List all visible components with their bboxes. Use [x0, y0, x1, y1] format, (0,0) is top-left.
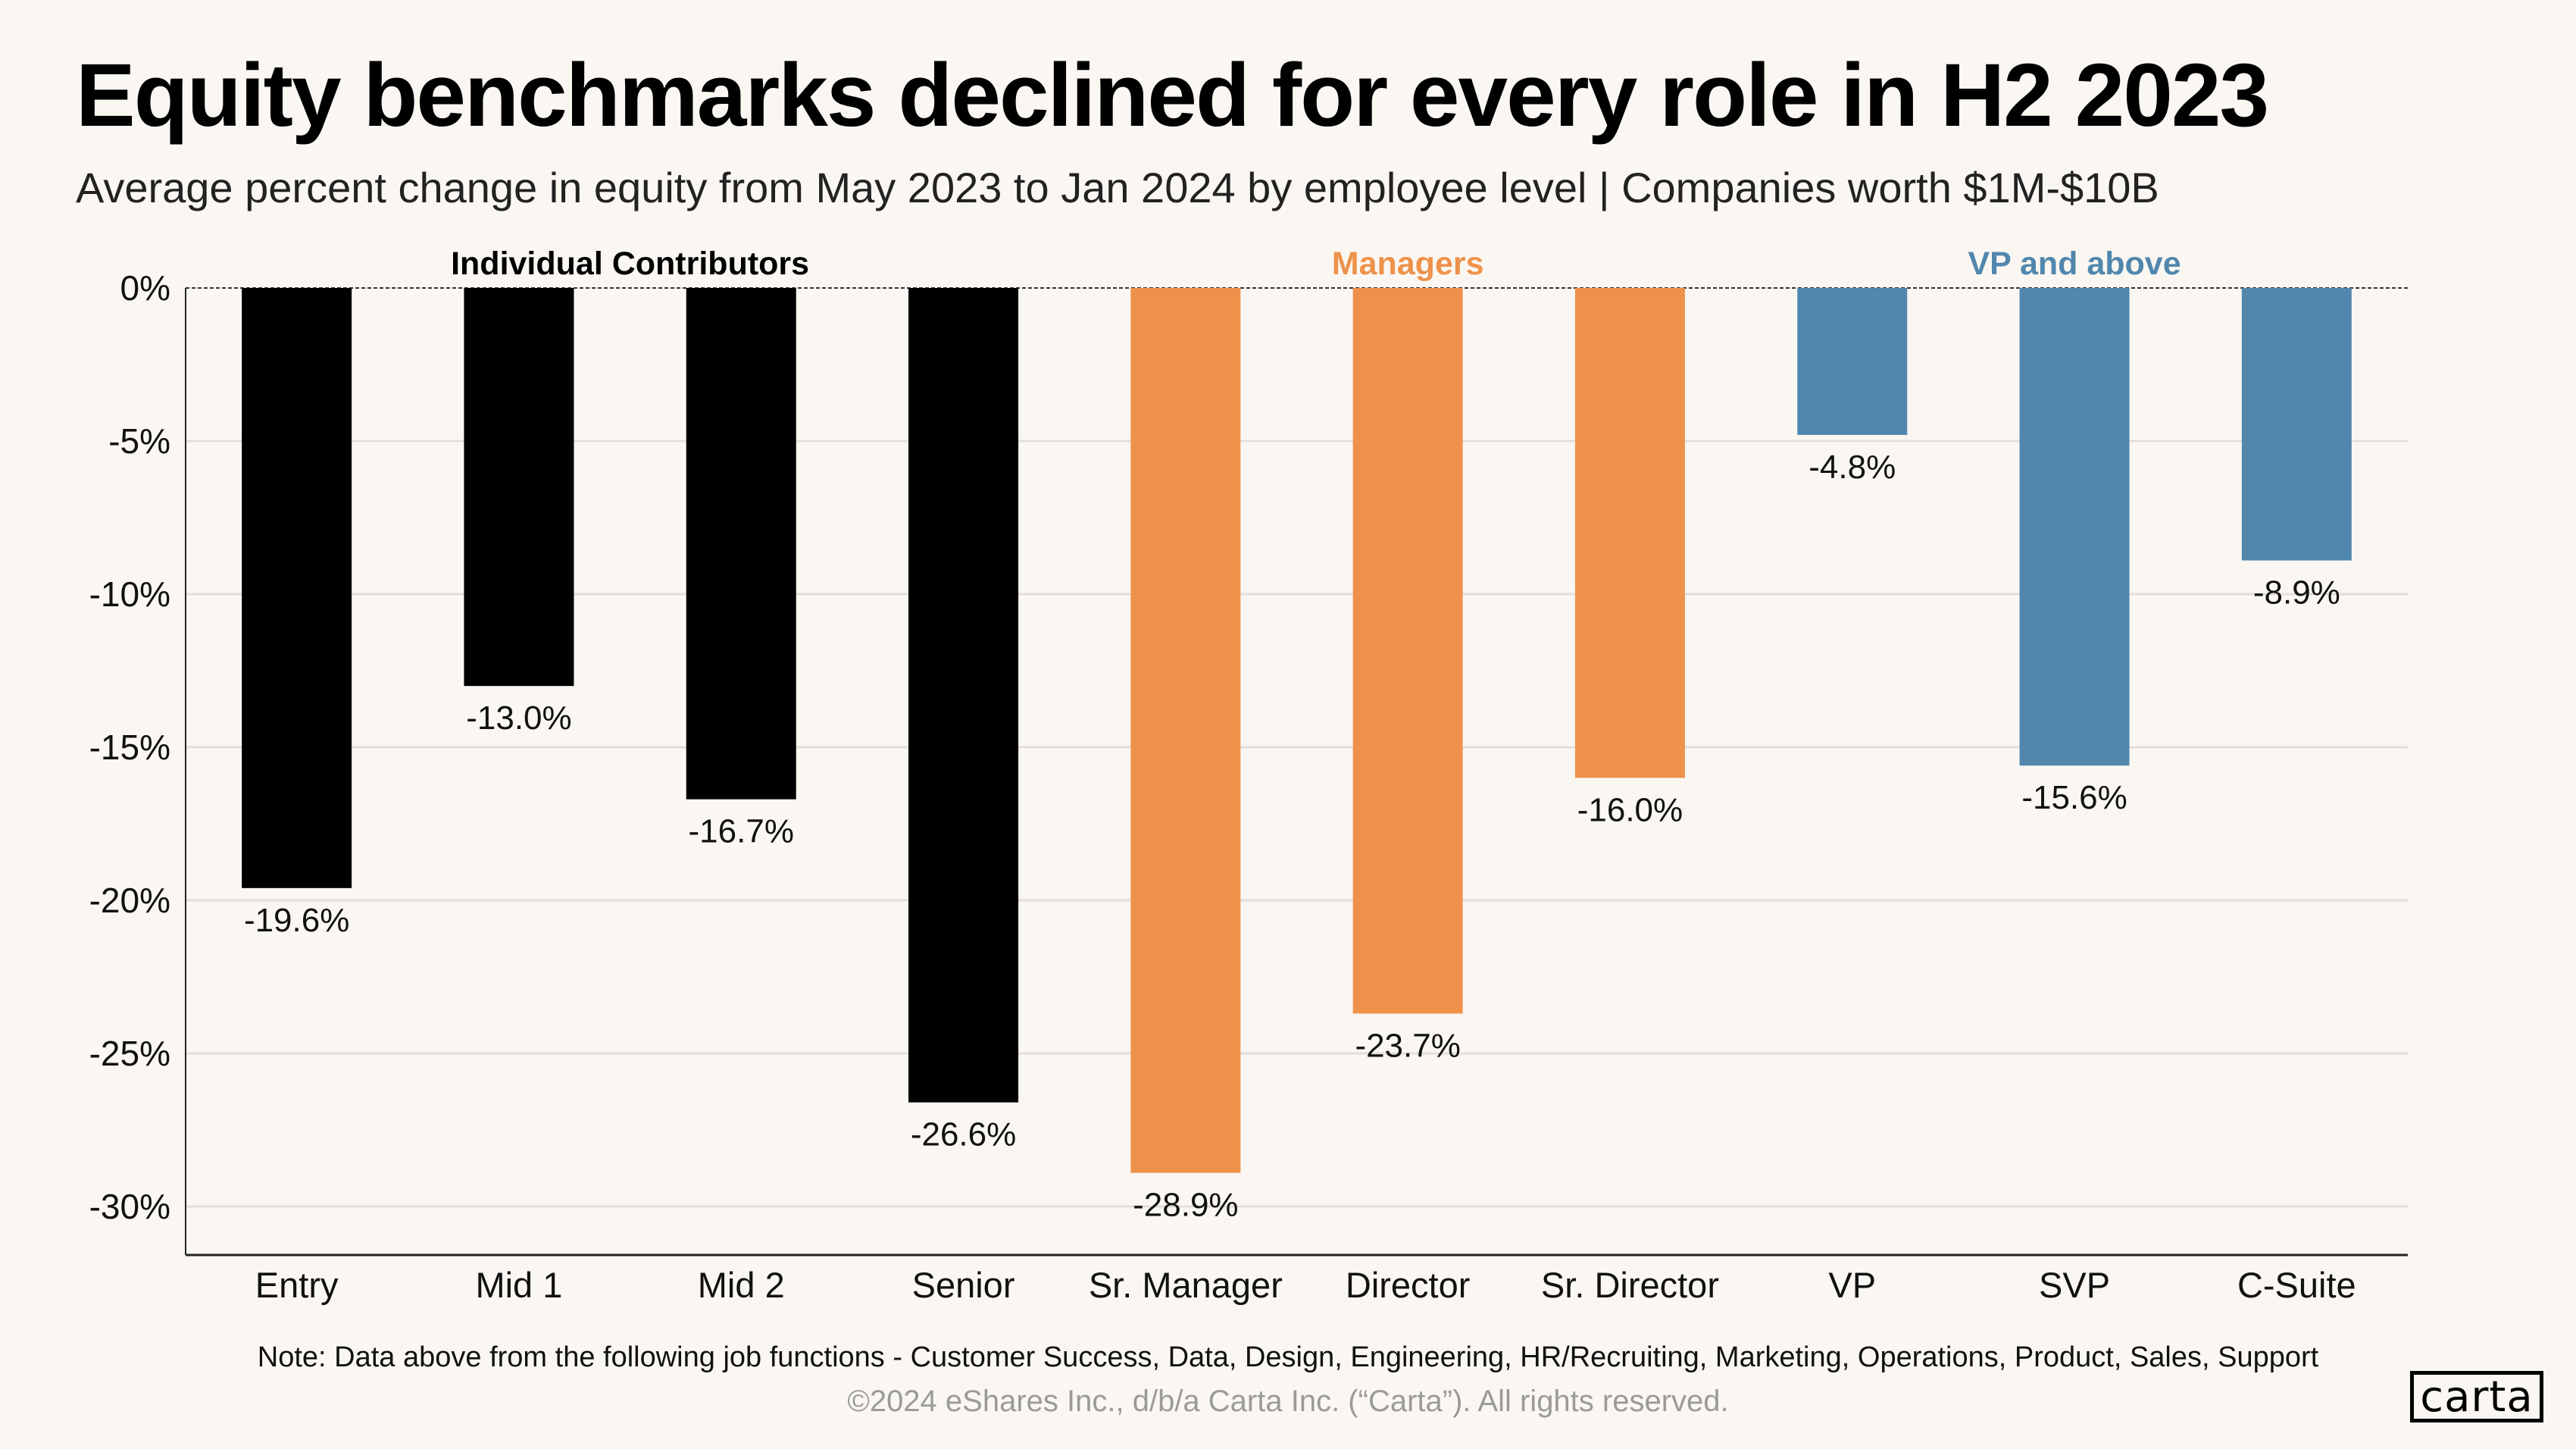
x-tick-label: Mid 1 [475, 1265, 562, 1305]
group-label: VP and above [1968, 246, 2181, 282]
bar-director [1352, 288, 1463, 1014]
bar-senior [908, 288, 1019, 1103]
bar-vp [1797, 288, 1908, 435]
y-tick-label: -20% [89, 881, 170, 920]
x-tick-label: SVP [2039, 1265, 2110, 1305]
data-label: -28.9% [1133, 1187, 1238, 1224]
y-tick-label: -5% [108, 421, 170, 461]
bar-sr-director [1574, 288, 1685, 778]
x-tick-label: Sr. Director [1541, 1265, 1719, 1305]
bar-mid-2 [686, 288, 796, 800]
chart-title: Equity benchmarks declined for every rol… [76, 45, 2269, 146]
data-label: -16.7% [689, 813, 794, 850]
x-tick-label: Mid 2 [698, 1265, 785, 1305]
data-label: -4.8% [1809, 449, 1896, 486]
data-label: -19.6% [244, 902, 349, 939]
y-tick-label: -30% [89, 1187, 170, 1226]
group-label: Managers [1332, 246, 1484, 282]
data-label: -26.6% [911, 1116, 1016, 1153]
data-label: -13.0% [466, 699, 571, 737]
y-tick-label: -10% [89, 574, 170, 614]
bar-entry [242, 288, 352, 888]
copyright: ©2024 eShares Inc., d/b/a Carta Inc. (“C… [847, 1385, 1729, 1418]
bar-mid-1 [464, 288, 574, 687]
y-tick-label: 0% [120, 268, 170, 308]
data-label: -8.9% [2253, 574, 2340, 612]
data-label: -23.7% [1355, 1027, 1460, 1064]
x-tick-label: C-Suite [2237, 1265, 2356, 1305]
bar-svp [2019, 288, 2130, 766]
data-label: -16.0% [1577, 791, 1683, 828]
group-label: Individual Contributors [451, 246, 809, 282]
y-tick-label: -25% [89, 1034, 170, 1073]
chart-subtitle: Average percent change in equity from Ma… [76, 164, 2159, 211]
x-tick-label: Sr. Manager [1089, 1265, 1283, 1305]
y-tick-label: -15% [89, 728, 170, 767]
x-tick-label: VP [1828, 1265, 1876, 1305]
data-label: -15.6% [2021, 779, 2127, 816]
x-tick-label: Director [1346, 1265, 1471, 1305]
logo-text: carta [2420, 1372, 2534, 1422]
x-tick-label: Entry [255, 1265, 339, 1305]
carta-logo: carta [2410, 1371, 2543, 1422]
footnote: Note: Data above from the following job … [257, 1341, 2319, 1373]
bar-c-suite [2241, 288, 2352, 561]
bar-sr-manager [1130, 288, 1241, 1173]
x-tick-label: Senior [912, 1265, 1015, 1305]
